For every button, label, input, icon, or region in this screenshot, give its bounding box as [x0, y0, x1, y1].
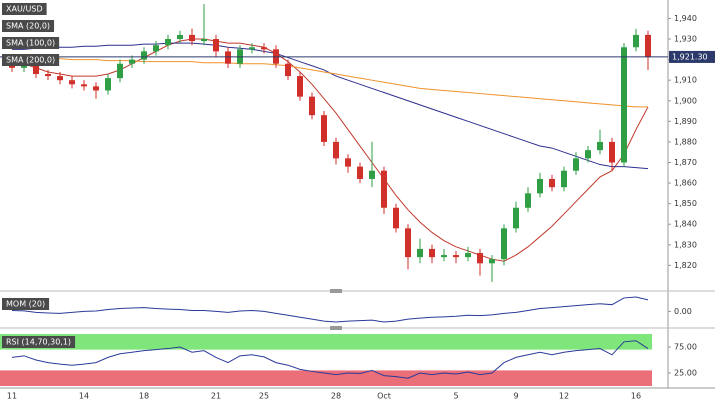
zone — [0, 334, 652, 350]
x-tick-label: 14 — [79, 392, 89, 401]
candle-body — [405, 228, 411, 258]
candle-body — [429, 248, 435, 258]
candle-body — [621, 47, 627, 163]
y-tick-label: 1,930 — [674, 35, 697, 44]
x-tick-label: 5 — [453, 392, 458, 401]
candle-body — [597, 141, 603, 151]
candle-body — [573, 158, 579, 171]
x-tick-label: 11 — [7, 392, 17, 401]
y-tick-label: 1,860 — [674, 179, 697, 188]
indicator-line — [11, 340, 649, 379]
candle-body — [645, 34, 651, 57]
candle-body — [309, 96, 315, 116]
candle-body — [81, 84, 87, 87]
panel-title-box — [2, 298, 50, 310]
legend-entry-box — [2, 37, 60, 49]
y-tick-label: 1,940 — [674, 14, 697, 23]
candle-body — [129, 59, 135, 64]
chart-title: XAU/USD — [6, 5, 43, 14]
legend-entry: SMA (20,0) — [6, 22, 50, 31]
candle-body — [117, 63, 123, 79]
candle-body — [477, 253, 483, 264]
candle-body — [189, 34, 195, 42]
candle-body — [165, 39, 171, 46]
y-tick-label: 1,880 — [674, 137, 697, 146]
panel-title: RSI (14,70,30,1) — [6, 338, 71, 347]
candle-body — [537, 178, 543, 194]
candle-body — [501, 228, 507, 260]
candle-body — [285, 63, 291, 77]
x-tick-label: 16 — [631, 392, 641, 401]
candle-body — [177, 34, 183, 40]
candle-body — [513, 207, 519, 229]
candle-body — [297, 76, 303, 97]
y-tick-label: 1,830 — [674, 240, 697, 249]
x-tick-label: Oct — [377, 392, 391, 401]
candle-body — [33, 63, 39, 75]
candle-body — [369, 170, 375, 179]
panel-title: MOM (20) — [6, 300, 45, 309]
sma-line — [11, 54, 648, 108]
indicator-line — [11, 296, 649, 323]
x-tick-label: 21 — [211, 392, 221, 401]
candle-body — [201, 39, 207, 42]
y-tick-label: 25.00 — [674, 369, 697, 378]
legend-entry: SMA (200,0) — [6, 56, 55, 65]
y-tick-label: 1,820 — [674, 261, 697, 270]
candle-body — [465, 253, 471, 258]
zone — [0, 370, 652, 386]
legend-entry-box — [2, 20, 55, 32]
candle-body — [225, 51, 231, 64]
candle-body — [321, 115, 327, 142]
candle-body — [609, 141, 615, 163]
chart-title-box — [2, 3, 47, 15]
candle-body — [105, 78, 111, 91]
y-tick-label: 1,870 — [674, 158, 697, 167]
candle-body — [453, 255, 459, 258]
candle-body — [357, 166, 363, 179]
y-tick-label: 1,840 — [674, 220, 697, 229]
candle-body — [393, 207, 399, 229]
last-price-box — [669, 50, 715, 63]
candle-body — [561, 170, 567, 188]
legend-entry: SMA (100,0) — [6, 39, 55, 48]
candle-body — [585, 150, 591, 159]
candle-body — [441, 255, 447, 258]
x-tick-label: 12 — [559, 392, 569, 401]
x-tick-label: 28 — [331, 392, 341, 401]
candle-body — [57, 76, 63, 81]
y-tick-label: 1,910 — [674, 76, 697, 85]
candle-body — [141, 51, 147, 60]
candle-body — [213, 39, 219, 52]
candle-body — [381, 170, 387, 208]
y-tick-label: 1,850 — [674, 199, 697, 208]
candle-body — [249, 47, 255, 50]
candle-body — [345, 158, 351, 167]
resize-handle[interactable] — [330, 326, 342, 330]
candle-body — [153, 45, 159, 52]
panel-title-box — [2, 336, 76, 348]
candle-body — [633, 34, 639, 48]
y-tick-label: 1,900 — [674, 96, 697, 105]
candle-body — [549, 178, 555, 188]
x-tick-label: 18 — [139, 392, 149, 401]
candle-body — [45, 74, 51, 77]
y-tick-label: 75.00 — [674, 343, 697, 352]
candle-body — [333, 141, 339, 159]
x-tick-label: 25 — [259, 392, 269, 401]
candle-body — [417, 248, 423, 258]
candle-body — [69, 80, 75, 85]
y-tick-label: 0.00 — [674, 307, 692, 316]
candle-body — [525, 193, 531, 208]
candle-body — [261, 47, 267, 50]
candle-body — [489, 259, 495, 264]
last-price-label: 1,921.30 — [672, 52, 708, 61]
y-tick-label: 1,890 — [674, 117, 697, 126]
resize-handle[interactable] — [330, 289, 342, 293]
candle-body — [93, 86, 99, 91]
legend-entry-box — [2, 54, 60, 66]
x-tick-label: 9 — [513, 392, 518, 401]
